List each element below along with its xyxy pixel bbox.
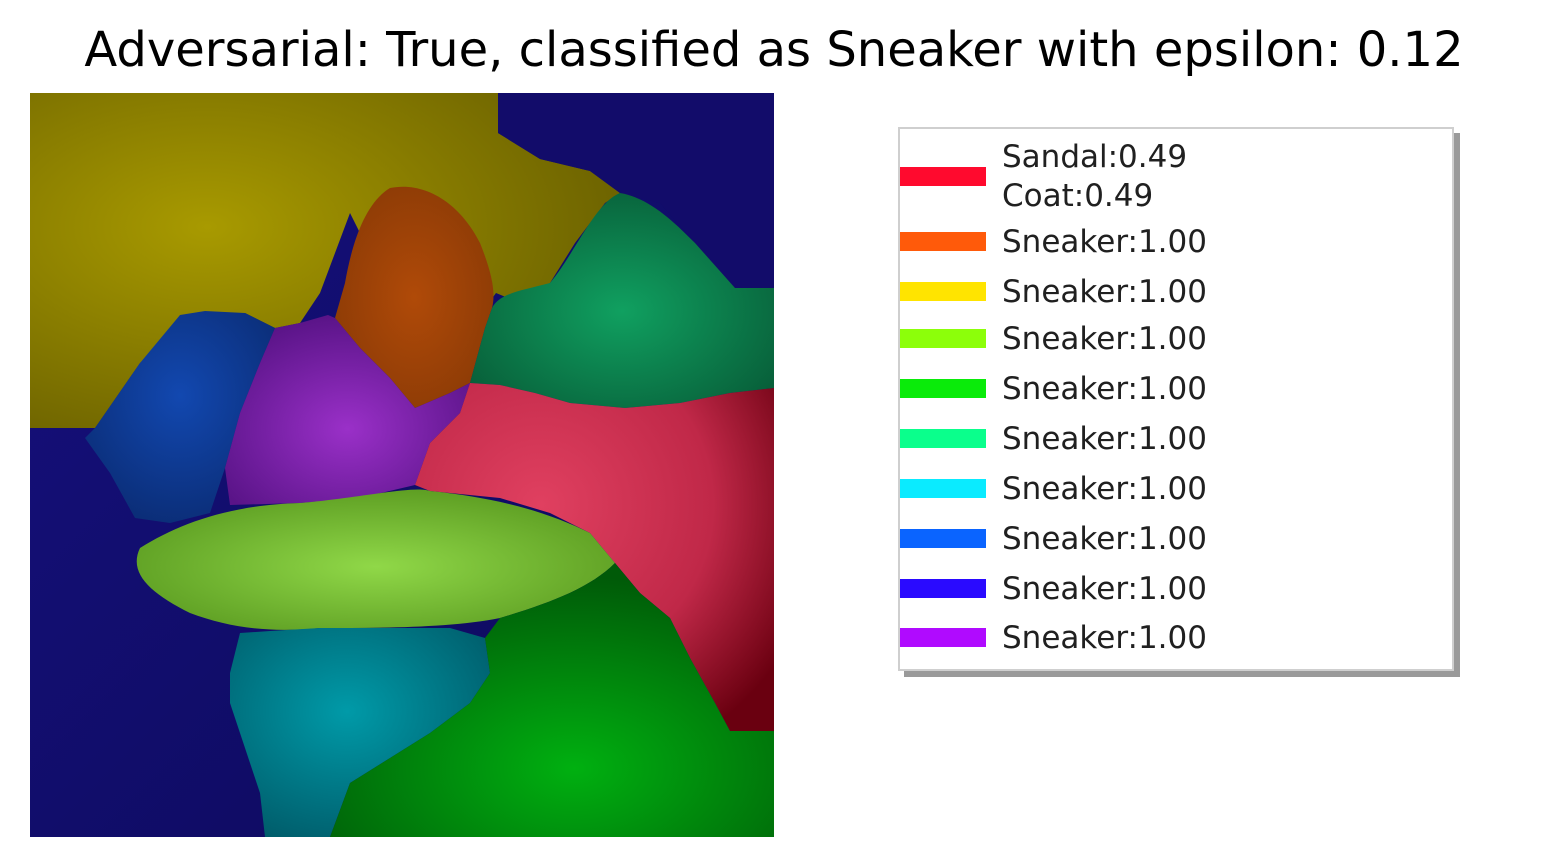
- legend-swatch: [900, 479, 986, 498]
- legend-swatch: [900, 579, 986, 598]
- legend-label-line: Sneaker:1.00: [1002, 619, 1207, 656]
- legend-swatch: [900, 379, 986, 398]
- legend-label: Sneaker:1.00: [1002, 273, 1207, 312]
- legend-entry: Sneaker:1.00: [900, 619, 1440, 658]
- figure-title: Adversarial: True, classified as Sneaker…: [84, 22, 1464, 78]
- legend-label-line: Sneaker:1.00: [1002, 223, 1207, 260]
- legend-label: Sneaker:1.00: [1002, 470, 1207, 509]
- legend-entry: Sneaker:1.00: [900, 320, 1440, 359]
- region-yellow: [30, 93, 620, 428]
- legend-label: Sneaker:1.00: [1002, 619, 1207, 658]
- legend-entry: Sneaker:1.00: [900, 570, 1440, 609]
- legend-label: Sneaker:1.00: [1002, 223, 1207, 262]
- legend-entry: Sneaker:1.00: [900, 520, 1440, 559]
- legend-label-line: Coat:0.49: [1002, 178, 1154, 214]
- legend-entry: Sneaker:1.00: [900, 273, 1440, 312]
- legend-swatch: [900, 628, 986, 647]
- legend-label-line: Sneaker:1.00: [1002, 570, 1207, 607]
- legend-swatch: [900, 167, 986, 186]
- legend-swatch: [900, 529, 986, 548]
- legend-entry: Sneaker:1.00: [900, 370, 1440, 409]
- legend-label-line: Sneaker:1.00: [1002, 370, 1207, 407]
- region-navy-top: [498, 93, 774, 288]
- legend-label-line: Sneaker:1.00: [1002, 520, 1207, 557]
- legend-label-line: Sneaker:1.00: [1002, 320, 1207, 357]
- legend-swatch: [900, 429, 986, 448]
- legend-label: Sneaker:1.00: [1002, 520, 1207, 559]
- legend-label-line: Sandal:0.49: [1002, 139, 1188, 175]
- region-orange: [335, 186, 494, 408]
- legend-entry: Sneaker:1.00: [900, 470, 1440, 509]
- legend-label-line: Sneaker:1.00: [1002, 273, 1207, 310]
- legend-swatch: [900, 329, 986, 348]
- legend-label: Sneaker:1.00: [1002, 320, 1207, 359]
- region-purple: [225, 315, 470, 505]
- region-green: [330, 563, 774, 837]
- legend: Sandal:0.49 Coat:0.49 Sneaker:1.00 Sneaker:…: [898, 127, 1454, 671]
- region-red: [415, 383, 774, 731]
- legend-label-line: Sneaker:1.00: [1002, 420, 1207, 457]
- legend-label: Sandal:0.49 Coat:0.49: [1002, 138, 1187, 216]
- segmentation-map: [30, 93, 774, 837]
- legend-label: Sneaker:1.00: [1002, 420, 1207, 459]
- legend-label-line: Sneaker:1.00: [1002, 470, 1207, 507]
- legend-label: Sneaker:1.00: [1002, 570, 1207, 609]
- region-blue: [85, 311, 275, 523]
- legend-label: Sneaker:1.00: [1002, 370, 1207, 409]
- legend-entry: Sandal:0.49 Coat:0.49: [900, 138, 1440, 216]
- legend-swatch: [900, 282, 986, 301]
- region-lime: [136, 489, 615, 630]
- legend-swatch: [900, 232, 986, 251]
- legend-entry: Sneaker:1.00: [900, 223, 1440, 262]
- legend-entry: Sneaker:1.00: [900, 420, 1440, 459]
- region-cyan: [230, 628, 490, 837]
- region-teal: [470, 193, 774, 408]
